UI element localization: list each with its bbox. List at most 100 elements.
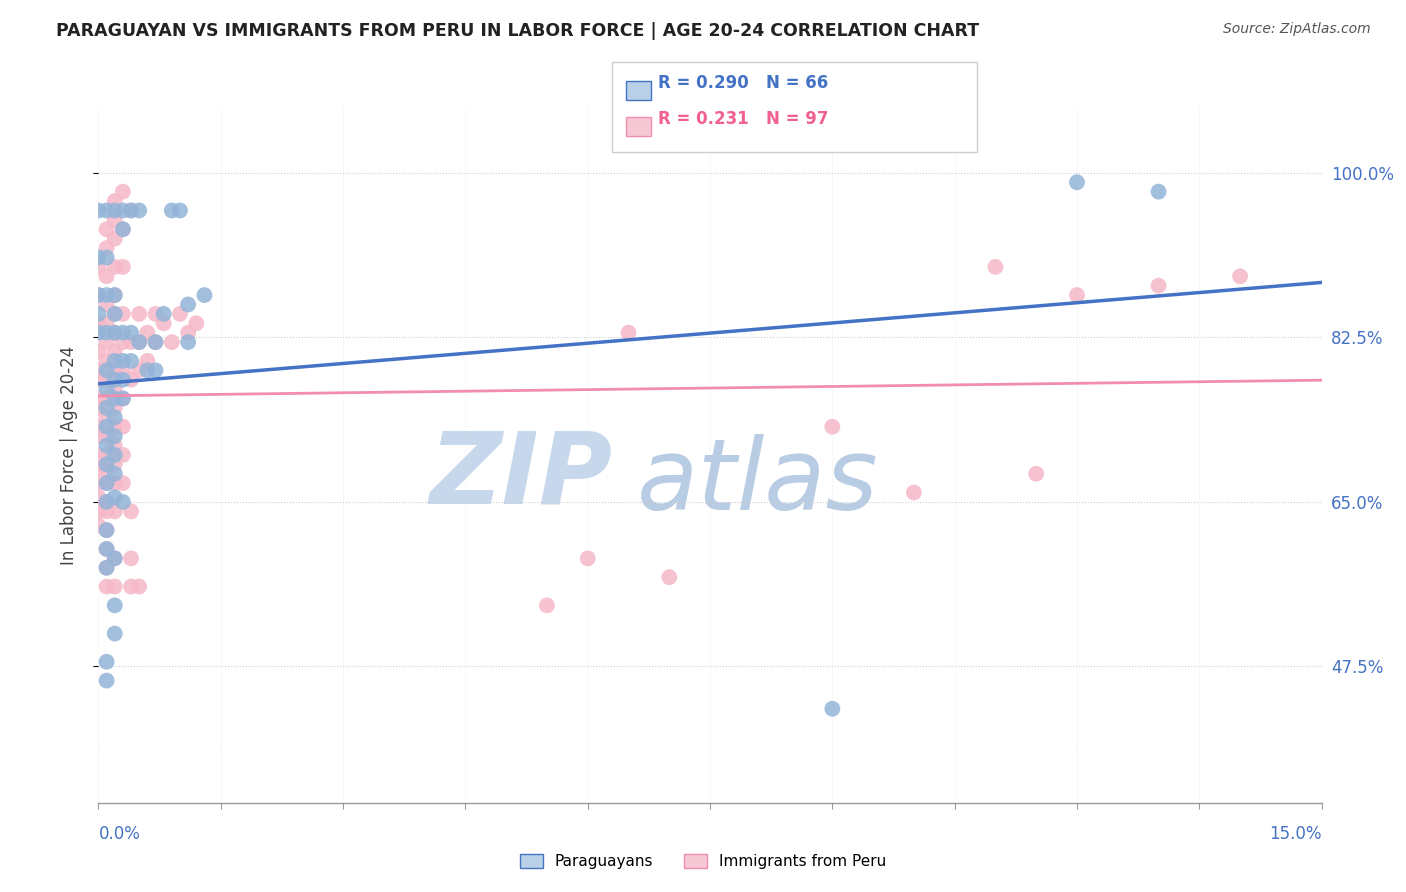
Point	[658, 570, 681, 584]
Point	[104, 448, 127, 462]
Point	[120, 203, 142, 218]
Point	[87, 392, 110, 406]
Point	[96, 382, 118, 396]
Point	[104, 438, 127, 452]
Point	[96, 297, 118, 311]
Point	[145, 307, 167, 321]
Point	[96, 541, 118, 556]
Point	[104, 373, 127, 387]
Point	[104, 580, 127, 594]
Point	[87, 476, 110, 491]
Point	[536, 599, 558, 613]
Point	[96, 326, 118, 340]
Point	[1066, 288, 1088, 302]
Point	[96, 560, 118, 574]
Point	[96, 354, 118, 368]
Point	[96, 462, 118, 476]
Point	[104, 232, 127, 246]
Point	[136, 354, 159, 368]
Point	[136, 363, 159, 377]
Point	[111, 363, 134, 377]
Point	[104, 429, 127, 443]
Point	[821, 702, 844, 716]
Point	[87, 307, 110, 321]
Point	[984, 260, 1007, 274]
Text: atlas: atlas	[637, 434, 879, 532]
Point	[104, 260, 127, 274]
Point	[104, 410, 127, 425]
Point	[120, 551, 142, 566]
Point	[120, 326, 142, 340]
Point	[104, 458, 127, 472]
Text: ZIP: ZIP	[429, 427, 612, 524]
Point	[104, 326, 127, 340]
Point	[169, 307, 191, 321]
Point	[96, 438, 118, 452]
Point	[104, 288, 127, 302]
Point	[87, 448, 110, 462]
Point	[177, 326, 200, 340]
Point	[87, 504, 110, 518]
Text: 0.0%: 0.0%	[98, 825, 141, 843]
Point	[120, 335, 142, 350]
Point	[87, 326, 110, 340]
Point	[104, 626, 127, 640]
Point	[111, 335, 134, 350]
Point	[111, 307, 134, 321]
Point	[111, 495, 134, 509]
Point	[1147, 278, 1170, 293]
Point	[87, 344, 110, 359]
Point	[104, 551, 127, 566]
Point	[104, 599, 127, 613]
Point	[96, 401, 118, 415]
Point	[96, 288, 118, 302]
Text: R = 0.290   N = 66: R = 0.290 N = 66	[658, 74, 828, 92]
Point	[160, 203, 183, 218]
Point	[152, 307, 174, 321]
Point	[87, 316, 110, 330]
Point	[96, 429, 118, 443]
Point	[87, 373, 110, 387]
Point	[111, 448, 134, 462]
Point	[104, 490, 127, 504]
Point	[128, 203, 150, 218]
Point	[111, 203, 134, 218]
Point	[903, 485, 925, 500]
Point	[128, 363, 150, 377]
Point	[120, 373, 142, 387]
Point	[152, 316, 174, 330]
Point	[177, 335, 200, 350]
Point	[128, 580, 150, 594]
Point	[96, 410, 118, 425]
Point	[1025, 467, 1047, 481]
Point	[96, 655, 118, 669]
Point	[111, 419, 134, 434]
Point	[104, 401, 127, 415]
Point	[128, 335, 150, 350]
Point	[104, 288, 127, 302]
Point	[104, 307, 127, 321]
Y-axis label: In Labor Force | Age 20-24: In Labor Force | Age 20-24	[59, 345, 77, 565]
Point	[120, 580, 142, 594]
Point	[104, 307, 127, 321]
Point	[96, 241, 118, 255]
Point	[193, 288, 215, 302]
Point	[1147, 185, 1170, 199]
Point	[96, 523, 118, 537]
Point	[821, 419, 844, 434]
Point	[104, 476, 127, 491]
Point	[104, 504, 127, 518]
Point	[1066, 175, 1088, 189]
Point	[120, 504, 142, 518]
Point	[177, 297, 200, 311]
Point	[111, 392, 134, 406]
Point	[576, 551, 599, 566]
Point	[96, 363, 118, 377]
Point	[136, 326, 159, 340]
Point	[111, 373, 134, 387]
Point	[87, 419, 110, 434]
Point	[104, 382, 127, 396]
Point	[96, 476, 118, 491]
Point	[96, 580, 118, 594]
Point	[186, 316, 208, 330]
